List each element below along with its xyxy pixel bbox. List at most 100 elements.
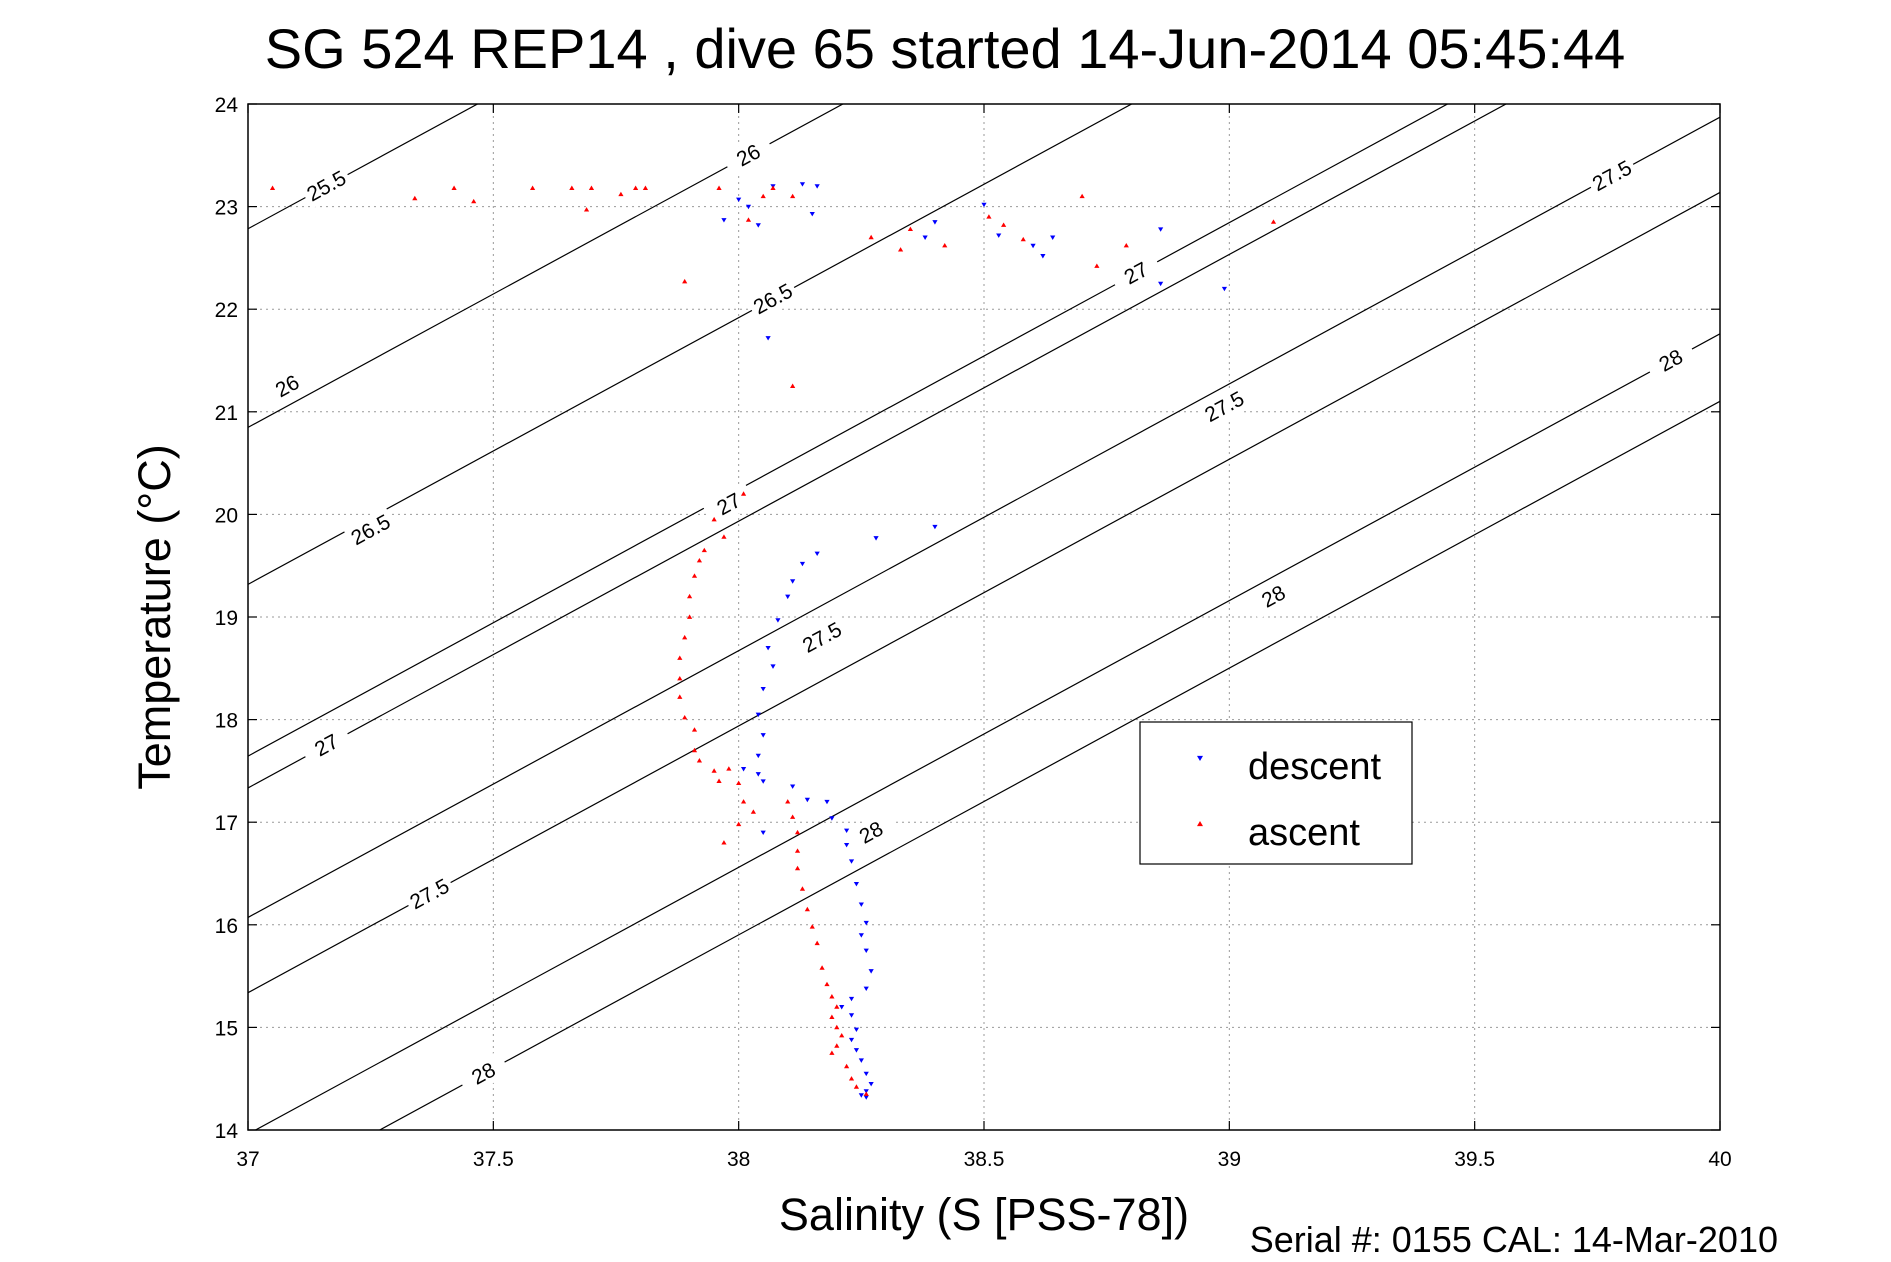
ascent-point	[750, 809, 756, 814]
ascent-point	[844, 1063, 850, 1069]
ascent-point	[848, 1076, 855, 1081]
descent-point	[785, 594, 791, 600]
y-tick-label: 19	[215, 607, 238, 630]
ascent-point	[726, 766, 732, 771]
y-tick-label: 17	[215, 812, 238, 835]
ascent-point	[1001, 222, 1007, 227]
descent-point	[799, 561, 806, 567]
contour-label-bg	[259, 363, 315, 410]
data-points	[269, 182, 1277, 1100]
descent-point	[770, 664, 776, 669]
legend: descent ascent	[1139, 721, 1413, 865]
descent-point	[814, 184, 820, 189]
ascent-point	[863, 1091, 869, 1096]
ascent-point	[691, 747, 698, 753]
ascent-point	[770, 185, 776, 190]
descent-point	[775, 618, 781, 623]
x-tick-label: 39	[1218, 1148, 1241, 1171]
contour-label-bg	[1197, 383, 1252, 430]
descent-point	[932, 220, 938, 225]
ascent-point	[745, 217, 752, 222]
descent-point	[755, 223, 761, 228]
ascent-point	[814, 940, 820, 946]
y-tick-label: 20	[215, 504, 238, 527]
ascent-point	[868, 234, 874, 240]
descent-point	[873, 536, 879, 541]
descent-point	[853, 1027, 860, 1033]
ascent-point	[1270, 219, 1277, 224]
ascent-point	[829, 1014, 835, 1019]
contour-label-bg	[343, 506, 398, 553]
descent-point	[829, 816, 835, 821]
ascent-point	[853, 1084, 860, 1089]
descent-point	[824, 799, 830, 805]
descent-point	[755, 712, 761, 718]
descent-point	[848, 1037, 855, 1043]
contour-label-bg	[745, 276, 801, 322]
ascent-point	[986, 214, 992, 219]
legend-box	[1139, 721, 1413, 865]
contour-label-bg	[794, 614, 850, 661]
y-tick-label: 15	[215, 1017, 238, 1040]
descent-point	[853, 881, 860, 887]
descent-point	[868, 1082, 874, 1087]
descent-point	[760, 733, 766, 738]
ascent-point	[834, 1043, 840, 1048]
descent-point	[765, 645, 771, 651]
ascent-point	[569, 185, 575, 190]
ascent-point	[687, 593, 693, 599]
ascent-point	[799, 886, 806, 891]
descent-point	[848, 1013, 855, 1018]
descent-point	[1158, 281, 1164, 287]
ascent-point	[1020, 236, 1026, 242]
descent-point	[809, 211, 815, 217]
ascent-point	[790, 193, 796, 199]
descent-point	[1050, 235, 1056, 240]
ascent-point	[721, 534, 727, 539]
ascent-point	[736, 821, 742, 827]
density-contour-line	[248, 104, 1133, 585]
x-tick-label: 40	[1708, 1148, 1731, 1171]
descent-point	[863, 948, 869, 954]
descent-point	[790, 579, 796, 584]
descent-point	[863, 986, 869, 992]
ascent-point	[721, 840, 727, 845]
descent-point	[848, 859, 855, 864]
descent-point	[858, 933, 864, 938]
ascent-point	[740, 799, 747, 804]
density-contour-line	[254, 333, 1720, 1130]
ascent-legend-label: ascent	[1248, 812, 1360, 854]
ascent-point	[897, 247, 904, 252]
descent-point	[814, 551, 820, 556]
x-tick-label: 39.5	[1454, 1148, 1495, 1171]
density-contour-labels: 25.5262626.526.527272727.527.527.527.528…	[259, 132, 1699, 1097]
ascent-point	[696, 758, 703, 763]
ascent-point	[691, 727, 698, 732]
ascent-point	[588, 185, 595, 190]
contour-label-bg	[701, 481, 757, 528]
descent-point	[721, 218, 727, 223]
contour-label-bg	[1643, 337, 1699, 384]
descent-point	[790, 784, 796, 789]
descent-point	[922, 235, 928, 240]
ascent-point	[711, 516, 717, 522]
density-contour-line	[248, 104, 1508, 789]
ascent-point	[829, 994, 835, 999]
ascent-point	[682, 714, 688, 720]
descent-point	[755, 753, 761, 759]
x-tick-label: 37.5	[473, 1148, 514, 1171]
ascent-point	[794, 865, 801, 871]
descent-point	[736, 197, 742, 203]
descent-point	[745, 204, 752, 210]
ascent-point	[583, 207, 590, 212]
density-contour-line	[248, 191, 1720, 994]
y-axis-label: Temperature (°C)	[129, 444, 180, 790]
descent-point	[996, 233, 1002, 238]
descent-point	[863, 1071, 869, 1077]
ascent-point	[942, 242, 948, 248]
contour-label-bg	[1584, 152, 1640, 199]
ascent-point	[716, 185, 722, 190]
y-tick-label: 24	[215, 94, 239, 117]
descent-point	[844, 842, 850, 848]
